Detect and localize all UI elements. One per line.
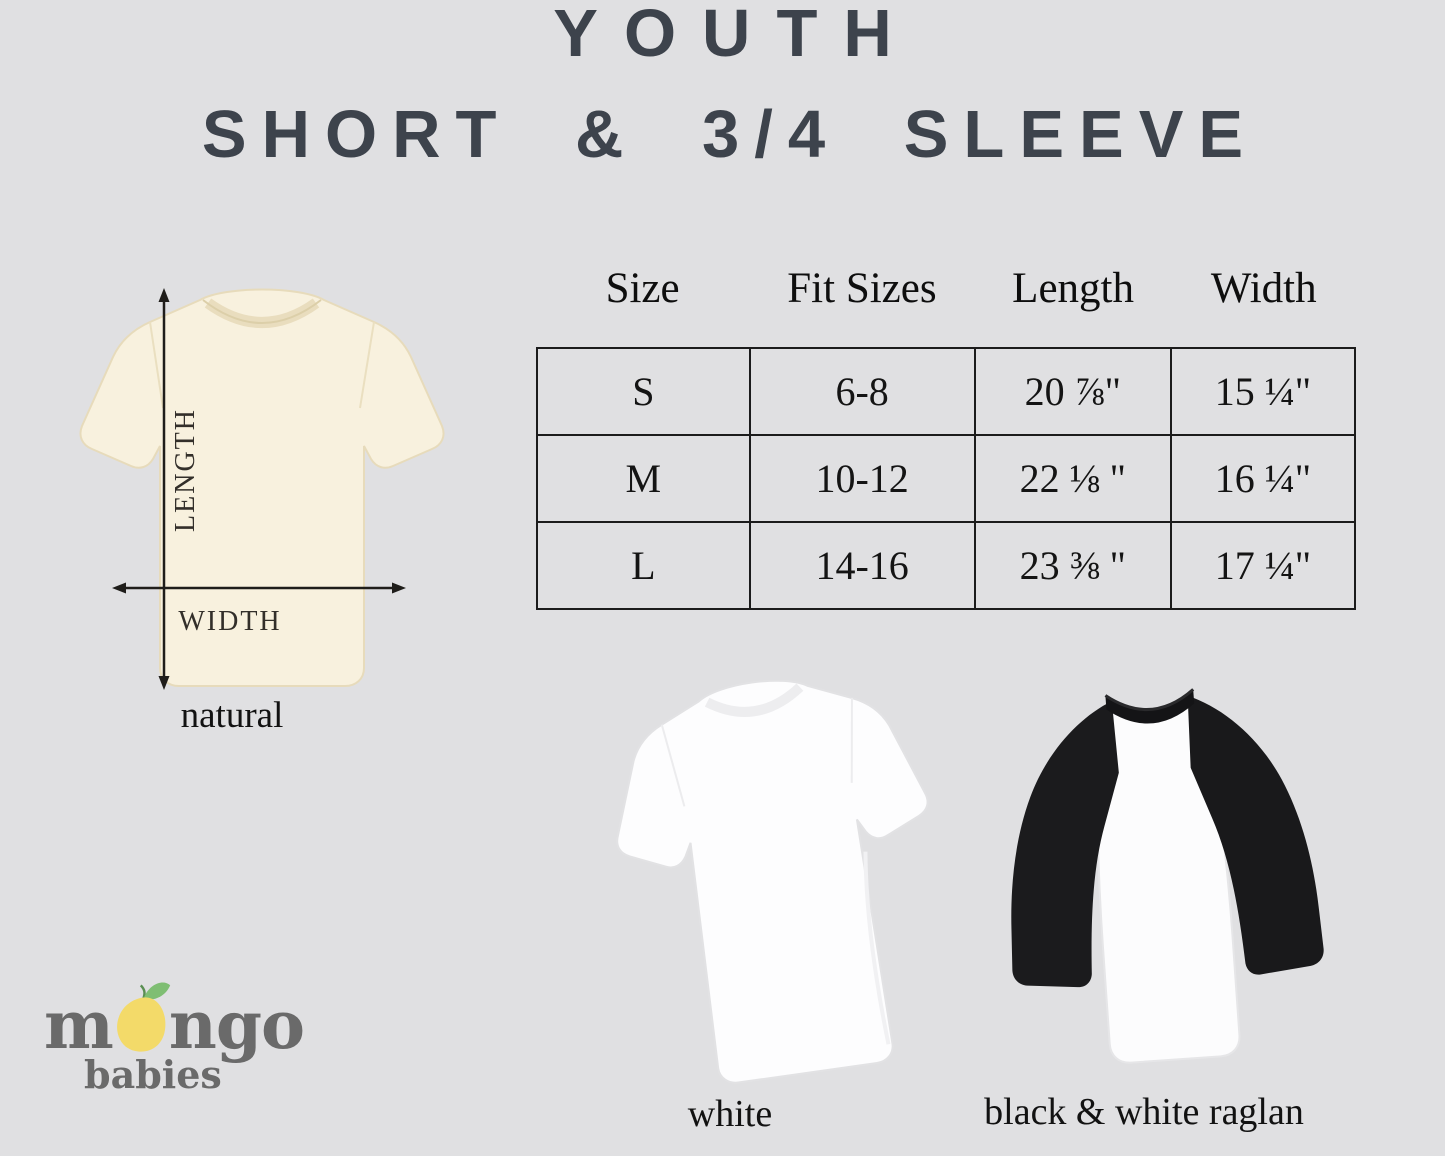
size-table-headers: Size Fit Sizes Length Width	[536, 264, 1356, 313]
natural-tee-diagram: LENGTH WIDTH	[22, 278, 452, 738]
table-row: L 14-16 23 ⅜ " 17 ¼"	[536, 521, 1357, 610]
cell-width: 16 ¼"	[1169, 434, 1357, 523]
mango-fruit	[116, 997, 166, 1052]
white-tshirt-image	[592, 664, 964, 1089]
header-width: Width	[1210, 265, 1317, 312]
cell-fit: 14-16	[748, 521, 976, 610]
title-line-1: YOUTH	[553, 0, 918, 71]
cell-size: M	[536, 434, 751, 523]
cell-length: 23 ⅜ "	[973, 521, 1172, 610]
width-arrow	[112, 582, 406, 594]
table-row: M 10-12 22 ⅛ " 16 ¼"	[536, 434, 1357, 523]
raglan-collar	[1105, 689, 1195, 724]
raglan-caption: black & white raglan	[984, 1091, 1304, 1133]
raglan-left-sleeve	[1011, 701, 1119, 988]
cell-width: 17 ¼"	[1169, 521, 1357, 610]
raglan-tshirt-svg	[1011, 688, 1324, 1064]
natural-caption: natural	[180, 695, 284, 736]
mango-stem	[139, 984, 146, 1000]
sleeve-seam	[660, 724, 686, 807]
logo-subtitle: babies	[84, 1052, 222, 1097]
header-size: Size	[605, 265, 680, 312]
size-table: S 6-8 20 ⅞" 15 ¼" M 10-12 22 ⅛ " 16 ¼" L…	[536, 347, 1357, 610]
sleeve-seam	[149, 321, 164, 409]
cell-width: 15 ¼"	[1169, 347, 1357, 436]
page-title: YOUTH SHORT & 3/4 SLEEVE	[0, 0, 1445, 168]
raglan-tshirt-image	[972, 664, 1352, 1084]
length-label: LENGTH	[170, 408, 201, 532]
cell-length: 22 ⅛ "	[973, 434, 1172, 523]
fabric-fold	[863, 851, 891, 1045]
title-line-2: SHORT & 3/4 SLEEVE	[201, 97, 1259, 172]
white-tshirt-svg	[616, 679, 929, 1084]
raglan-collar-edge	[1104, 688, 1195, 712]
cell-size: L	[536, 521, 751, 610]
mango-leaf	[144, 982, 171, 1000]
natural-tshirt-image: LENGTH WIDTH	[79, 288, 445, 690]
table-row: S 6-8 20 ⅞" 15 ¼"	[536, 347, 1357, 436]
cell-length: 20 ⅞"	[973, 347, 1172, 436]
raglan-right-sleeve	[1187, 695, 1324, 975]
cell-fit: 6-8	[748, 347, 976, 436]
header-fit-sizes: Fit Sizes	[787, 265, 937, 312]
mango-icon	[110, 978, 174, 1064]
width-label: WIDTH	[178, 606, 281, 637]
header-length: Length	[1012, 265, 1134, 312]
cell-size: S	[536, 347, 751, 436]
cell-fit: 10-12	[748, 434, 976, 523]
logo-text-suffix: ngo	[168, 986, 305, 1064]
sleeve-seam	[359, 321, 375, 409]
tshirt-outline	[79, 288, 445, 687]
brand-logo-word: m ngo	[44, 982, 305, 1064]
white-tee-collar	[704, 683, 804, 717]
white-caption: white	[687, 1093, 773, 1135]
brand-logo: m ngo babies	[44, 982, 305, 1097]
tshirt-collar-line	[202, 299, 322, 324]
sleeve-seam	[850, 697, 853, 783]
logo-text-prefix: m	[44, 986, 114, 1064]
white-tee-shape	[616, 679, 929, 1084]
length-arrow	[158, 288, 170, 690]
